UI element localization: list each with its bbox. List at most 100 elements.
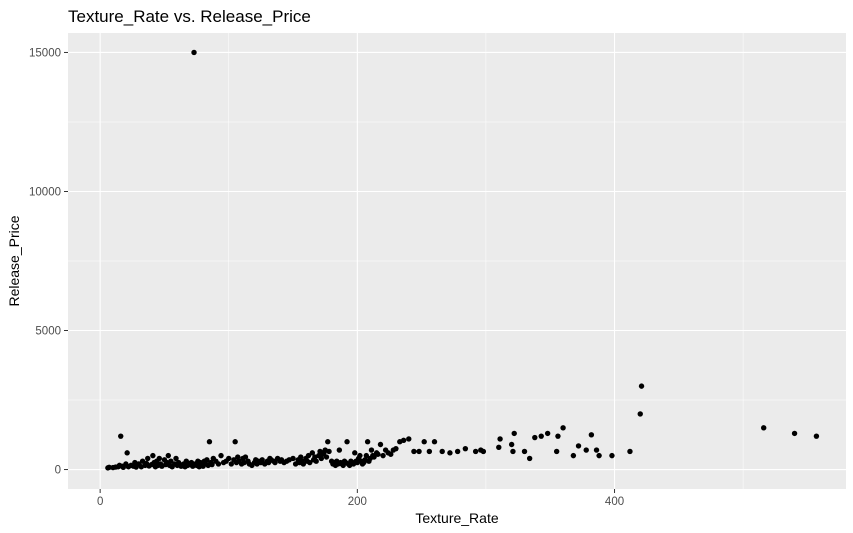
- data-point: [228, 461, 235, 467]
- y-tick-label: 15000: [29, 47, 61, 59]
- data-point: [215, 461, 222, 467]
- data-point: [325, 439, 331, 445]
- data-point: [326, 448, 332, 455]
- data-point: [272, 459, 278, 466]
- data-point: [472, 448, 479, 455]
- data-point: [242, 454, 249, 460]
- data-point: [168, 458, 174, 464]
- y-tick-label: 10000: [29, 186, 61, 198]
- y-axis-title: Release_Price: [6, 215, 22, 306]
- data-point: [206, 439, 213, 445]
- data-point: [218, 452, 224, 459]
- data-point: [336, 447, 343, 453]
- x-axis: 0 200 400: [97, 489, 624, 508]
- data-point: [496, 444, 502, 450]
- data-point: [388, 451, 394, 457]
- data-point: [526, 455, 533, 462]
- data-point: [480, 448, 487, 455]
- data-point: [609, 452, 615, 459]
- data-point: [555, 433, 561, 439]
- data-point: [235, 454, 241, 460]
- data-point: [447, 450, 453, 456]
- data-point: [323, 454, 330, 460]
- data-point: [627, 448, 633, 455]
- data-point: [209, 461, 215, 468]
- data-point: [511, 430, 517, 437]
- data-point: [462, 445, 469, 452]
- data-point: [560, 425, 566, 431]
- y-tick-label: 0: [55, 465, 61, 477]
- data-point: [173, 455, 179, 462]
- gridlines: [68, 33, 846, 489]
- data-point: [510, 448, 516, 455]
- data-point: [521, 448, 528, 455]
- data-point: [497, 436, 503, 442]
- data-point: [232, 439, 238, 445]
- data-point: [145, 455, 151, 462]
- data-point: [426, 448, 433, 455]
- chart-title: Texture_Rate vs. Release_Price: [68, 7, 311, 26]
- data-point: [588, 432, 595, 438]
- data-point: [791, 430, 798, 437]
- data-point: [226, 455, 232, 462]
- data-point: [411, 448, 417, 455]
- data-point: [352, 450, 358, 456]
- data-point: [298, 454, 304, 460]
- data-point: [544, 430, 551, 437]
- data-point: [532, 434, 538, 441]
- data-point: [596, 452, 602, 459]
- data-point: [150, 452, 156, 459]
- x-tick-label: 200: [348, 496, 367, 508]
- data-point: [305, 452, 312, 459]
- data-point: [368, 447, 375, 453]
- data-point: [363, 452, 370, 459]
- data-point: [318, 455, 325, 462]
- data-point: [344, 439, 350, 445]
- data-point: [416, 448, 422, 455]
- data-point: [760, 425, 767, 431]
- data-point: [313, 458, 319, 464]
- data-point: [593, 447, 600, 453]
- y-tick-label: 5000: [35, 326, 61, 338]
- data-point: [508, 441, 515, 448]
- data-point: [393, 445, 399, 452]
- data-point: [400, 437, 407, 444]
- data-point: [357, 452, 363, 459]
- data-point: [454, 448, 461, 455]
- data-point: [637, 411, 643, 417]
- x-tick-label: 400: [605, 496, 624, 508]
- data-point: [377, 441, 384, 448]
- data-point: [583, 447, 589, 453]
- data-point: [165, 452, 172, 459]
- data-point: [813, 433, 820, 439]
- data-point: [421, 439, 427, 445]
- data-point: [638, 383, 645, 389]
- data-point: [375, 451, 381, 457]
- data-point: [364, 439, 371, 445]
- data-point: [431, 439, 438, 445]
- data-point: [380, 452, 386, 459]
- data-point: [439, 448, 445, 455]
- data-point: [259, 457, 265, 463]
- x-tick-label: 0: [97, 496, 103, 508]
- data-point: [538, 433, 544, 439]
- data-point: [191, 49, 197, 56]
- data-point: [309, 450, 316, 456]
- data-point: [570, 452, 577, 459]
- data-point: [553, 448, 560, 455]
- data-point: [371, 454, 377, 460]
- data-point: [575, 443, 582, 449]
- data-point: [290, 455, 296, 462]
- data-point: [124, 450, 130, 456]
- data-point: [307, 459, 313, 466]
- data-point: [106, 464, 112, 471]
- data-point: [204, 457, 210, 463]
- data-point: [156, 455, 163, 462]
- data-points: [105, 49, 820, 471]
- data-point: [118, 433, 124, 439]
- y-axis: 0 5000 10000 15000: [29, 47, 68, 477]
- data-point: [406, 436, 412, 442]
- data-point: [300, 461, 307, 467]
- x-axis-title: Texture_Rate: [415, 510, 498, 526]
